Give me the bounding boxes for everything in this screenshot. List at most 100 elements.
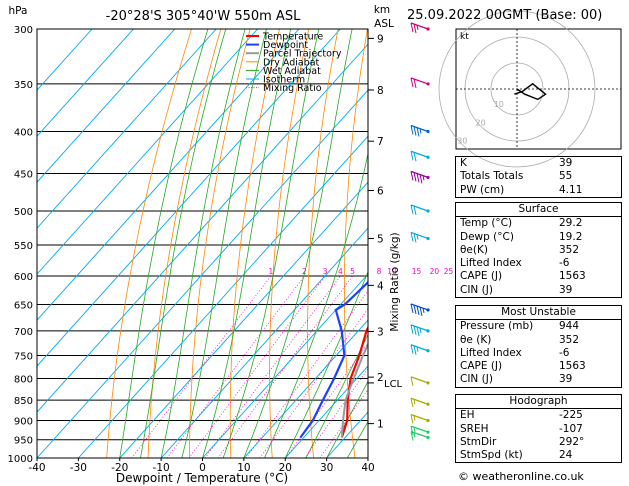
hodograph-ring-label: 10 <box>494 100 504 109</box>
wind-barb-flag <box>413 304 417 315</box>
dry-adiabat <box>307 29 339 458</box>
mixing-ratio-label: 5 <box>350 267 355 276</box>
wind-barb-station <box>426 27 430 31</box>
location-title: -20°28'S 305°40'W 550m ASL <box>106 9 301 24</box>
wind-barb-flag <box>413 205 417 216</box>
dry-adiabat <box>229 29 280 458</box>
wind-barb-flag <box>410 171 414 181</box>
pressure-tick-label: 800 <box>14 374 33 385</box>
pressure-tick-label: 650 <box>14 301 33 312</box>
hodograph-ring-label: 20 <box>476 118 486 127</box>
wind-barb-station <box>426 175 430 180</box>
wind-barb-flag <box>416 127 420 137</box>
isotherm <box>202 273 368 458</box>
legend-label: Dewpoint <box>263 40 308 51</box>
profile-lines <box>299 280 368 439</box>
surface-title: Surface <box>456 203 621 218</box>
isotherm <box>37 29 217 229</box>
wet-adiabat <box>284 270 368 458</box>
index-tt: Totals Totals 55 <box>460 170 573 183</box>
km-tick-label: 9 <box>377 33 384 45</box>
grid-lines <box>37 29 438 458</box>
legend-label: Temperature <box>262 32 323 43</box>
wind-barb-flag <box>410 232 414 242</box>
wind-barb-station <box>426 435 430 440</box>
wind-barb-flag <box>410 204 414 215</box>
wind-barb <box>410 231 429 240</box>
wind-barb-station <box>426 381 430 385</box>
wind-barb <box>410 425 429 433</box>
wind-barb-flag <box>410 414 414 424</box>
wet-adiabat <box>222 29 320 458</box>
wind-barb-flag <box>413 345 417 355</box>
pressure-tick-label: 850 <box>14 396 33 407</box>
mixing-ratio-line <box>131 275 272 458</box>
mixing-ratio-line <box>304 368 368 458</box>
pressure-tick-label: 300 <box>14 25 33 36</box>
isotherm <box>37 29 300 321</box>
wet-adiabat <box>326 380 368 458</box>
km-unit-label: km <box>374 4 390 16</box>
wet-adiabat <box>181 29 267 458</box>
wind-barb <box>410 303 429 311</box>
isotherm <box>37 29 258 275</box>
series-dewpoint <box>299 280 368 439</box>
wind-barb <box>410 22 429 30</box>
mixing-ratio-line <box>204 275 341 458</box>
wind-barb <box>410 413 429 422</box>
wind-barb-flag <box>410 151 414 161</box>
wet-adiabat <box>160 29 246 458</box>
wind-barb-flag <box>410 22 414 33</box>
isotherm <box>119 181 368 458</box>
wind-barb-station <box>426 129 430 134</box>
temperature-tick-label: -30 <box>70 462 87 474</box>
wind-barb-station <box>426 236 430 241</box>
wind-barb-station <box>426 308 430 312</box>
most-unstable-title: Most Unstable <box>456 306 621 321</box>
km-tick-label: 2 <box>377 372 384 384</box>
asl-unit-label: ASL <box>374 18 394 30</box>
credit-label[interactable]: © weatheronline.co.uk <box>458 470 584 483</box>
wind-barb-station <box>426 209 430 213</box>
hodograph-ring <box>438 10 596 168</box>
isotherm <box>37 43 368 413</box>
km-tick-label: 3 <box>377 326 384 338</box>
pressure-tick-label: 350 <box>14 80 33 91</box>
mixing-ratio-line <box>259 308 368 458</box>
legend-label: Wet Adiabat <box>263 66 321 77</box>
wind-barb-station <box>426 155 430 159</box>
mixing-ratio-line <box>166 275 305 458</box>
temperature-tick-label: -20 <box>111 462 128 474</box>
indices-table: K 39 Totals Totals 55 PW (cm) 4.11 <box>455 156 622 198</box>
wind-barb <box>410 124 429 133</box>
wind-barb-flag <box>413 172 417 182</box>
wind-barb-flag <box>410 77 414 88</box>
dry-adiabat <box>269 29 310 458</box>
wind-barb-flag <box>413 152 417 162</box>
pressure-tick-label: 1000 <box>8 454 33 465</box>
isotherm <box>243 319 368 458</box>
dry-adiabat <box>415 29 438 458</box>
wind-barb <box>410 397 429 405</box>
wind-barb-flag <box>413 233 417 243</box>
wind-barb-flag <box>410 324 414 335</box>
lcl-label: LCL <box>384 379 403 390</box>
pressure-tick-label: 600 <box>14 272 33 283</box>
index-k: K 39 <box>460 157 573 169</box>
wind-barb <box>410 430 429 439</box>
wind-barb-half <box>419 327 422 334</box>
wind-barbs <box>410 22 430 441</box>
wind-barb <box>410 170 429 179</box>
pressure-tick-label: 400 <box>14 128 33 139</box>
mixing-ratio-line <box>188 275 326 458</box>
wind-barb-flag <box>410 376 414 387</box>
mixing-ratio-label: 25 <box>444 267 454 276</box>
hodograph-trace <box>514 82 547 101</box>
mixing-ratio-label: 20 <box>430 267 440 276</box>
temperature-tick-label: 20 <box>279 462 292 474</box>
mixing-ratio-line <box>245 290 368 458</box>
wind-barb <box>410 204 429 212</box>
hodograph-title: Hodograph <box>456 395 621 410</box>
wind-barb-flag <box>416 305 420 316</box>
